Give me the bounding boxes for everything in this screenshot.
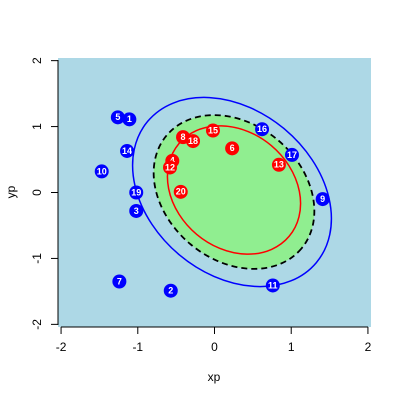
x-tick-label: -1 — [132, 340, 143, 354]
y-tick-label: 0 — [30, 189, 44, 196]
point-label: 11 — [268, 280, 278, 290]
y-tick-label: -2 — [30, 319, 44, 330]
point — [186, 134, 201, 149]
y-tick-label: 2 — [30, 57, 44, 64]
point — [173, 184, 188, 199]
x-tick-label: 1 — [288, 340, 295, 354]
y-tick-label: 1 — [30, 123, 44, 130]
point — [284, 147, 299, 162]
point — [265, 278, 280, 293]
point-label: 18 — [188, 136, 198, 146]
point-label: 20 — [176, 187, 186, 197]
point — [315, 192, 330, 207]
point — [110, 110, 125, 125]
y-tick-label: -1 — [30, 253, 44, 264]
outer-contour — [131, 96, 333, 288]
x-tick-label: 0 — [211, 340, 218, 354]
point — [271, 157, 286, 172]
point — [122, 112, 137, 127]
point-label: 4 — [170, 156, 175, 166]
point-label: 8 — [181, 132, 186, 142]
point — [129, 185, 144, 200]
point — [255, 122, 270, 137]
point-label: 15 — [208, 125, 218, 135]
x-axis-label: xp — [208, 370, 221, 384]
point-label: 9 — [320, 194, 325, 204]
point-label: 2 — [168, 286, 173, 296]
point-label: 12 — [165, 162, 175, 172]
point-label: 5 — [115, 112, 120, 122]
point — [163, 283, 178, 298]
point-label: 10 — [97, 166, 107, 176]
point — [205, 123, 220, 138]
point — [163, 160, 178, 175]
point-label: 14 — [122, 146, 132, 156]
x-tick-label: 2 — [365, 340, 372, 354]
point — [225, 141, 240, 156]
point-label: 7 — [117, 276, 122, 286]
region-fill — [153, 115, 315, 269]
point-label: 6 — [230, 143, 235, 153]
inner-contour — [166, 125, 302, 255]
y-axis-label: yp — [4, 185, 18, 198]
point-label: 3 — [134, 206, 139, 216]
point — [120, 143, 135, 158]
point — [112, 274, 127, 289]
x-tick-label: -2 — [56, 340, 67, 354]
point — [129, 203, 144, 218]
point-label: 1 — [127, 114, 132, 124]
point-label: 19 — [131, 187, 141, 197]
point-label: 16 — [257, 124, 267, 134]
point-label: 13 — [274, 160, 284, 170]
point — [94, 164, 109, 179]
dashed-contour — [152, 114, 316, 270]
point-label: 17 — [287, 150, 297, 160]
contours — [131, 96, 333, 288]
